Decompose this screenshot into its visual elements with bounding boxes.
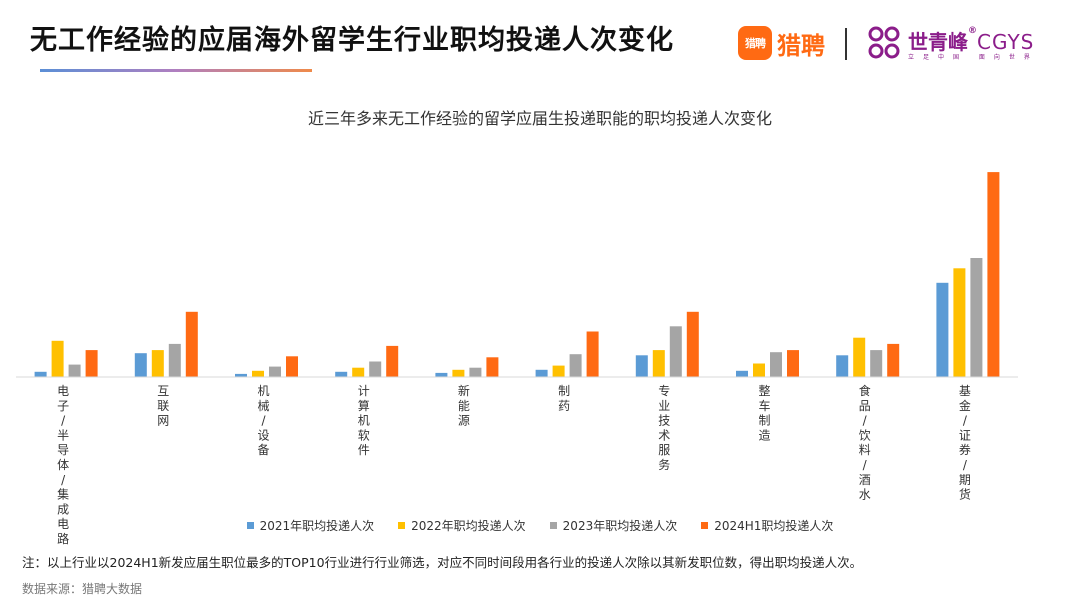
legend-swatch-2024h1 (701, 522, 709, 529)
bar-1-3 (185, 311, 198, 377)
x-tick-label-8: 食品/饮料/酒水 (859, 383, 871, 502)
title-underline (40, 69, 312, 72)
logo-divider (845, 28, 847, 60)
page-title: 无工作经验的应届海外留学生行业职均投递人次变化 (30, 25, 674, 56)
bar-0-1 (51, 340, 64, 377)
legend-item-2024h1: 2024H1职均投递人次 (701, 517, 833, 534)
bar-8-3 (887, 343, 900, 377)
bar-5-3 (586, 331, 599, 377)
bar-6-3 (686, 311, 699, 377)
legend-swatch-2023 (549, 522, 557, 529)
bar-3-0 (335, 371, 348, 377)
liepin-logo: 猎聘 猎聘 (738, 26, 825, 60)
bar-8-0 (836, 355, 849, 377)
x-tick-label-3: 计算机软件 (358, 384, 370, 457)
bar-2-0 (235, 373, 247, 377)
bar-2-3 (286, 356, 298, 377)
bar-4-1 (452, 369, 465, 377)
legend-label-2024h1: 2024H1职均投递人次 (714, 519, 834, 533)
bar-7-1 (753, 363, 765, 377)
footnote: 注：以上行业以2024H1新发应届生职位最多的TOP10行业进行行业筛选，对应不… (22, 555, 863, 570)
bar-9-2 (970, 258, 983, 377)
bar-5-2 (569, 354, 582, 377)
chart-title: 近三年多来无工作经验的留学应届生投递职能的职均投递人次变化 (307, 109, 772, 128)
bar-7-0 (736, 370, 748, 377)
bar-3-3 (386, 345, 399, 377)
x-tick-label-4: 新能源 (458, 383, 470, 428)
bar-7-3 (787, 350, 799, 377)
cgys-logo-tagline: 立足中国 面向世界 (908, 54, 1039, 61)
legend-item-2022: 2022年职均投递人次 (398, 517, 526, 534)
bar-0-2 (68, 364, 81, 377)
liepin-app-icon: 猎聘 (738, 26, 772, 60)
legend-label-2021: 2021年职均投递人次 (259, 519, 375, 533)
legend-item-2021: 2021年职均投递人次 (246, 517, 375, 534)
x-tick-label-2: 机械/设备 (257, 384, 269, 457)
bar-4-3 (486, 357, 499, 377)
x-tick-label-6: 专业技术服务 (658, 383, 670, 472)
bar-1-1 (151, 350, 164, 377)
bar-2-2 (269, 366, 281, 377)
cgys-logo-text: 世青峰®CGYS (908, 26, 1034, 55)
bar-4-0 (435, 372, 448, 377)
bar-8-2 (870, 350, 883, 377)
bar-8-1 (853, 337, 866, 377)
bar-3-1 (352, 367, 365, 377)
x-tick-label-7: 整车制造 (758, 383, 770, 442)
cgys-logo-reg: ® (968, 26, 977, 36)
bar-5-1 (552, 365, 565, 377)
legend-label-2022: 2022年职均投递人次 (411, 519, 526, 533)
legend-swatch-2022 (398, 522, 406, 529)
bar-6-1 (652, 350, 665, 377)
x-tick-label-5: 制药 (558, 384, 570, 413)
bar-1-2 (168, 343, 181, 377)
bar-0-0 (34, 371, 47, 377)
bar-7-2 (770, 352, 782, 377)
bar-9-0 (936, 282, 949, 377)
x-tick-label-0: 电子/半导体/集成电路 (57, 384, 69, 546)
data-source: 数据来源：猎聘大数据 (22, 582, 143, 596)
x-tick-label-1: 互联网 (157, 384, 169, 428)
bar-9-3 (987, 172, 1000, 377)
x-tick-label-9: 基金/证券/期货 (959, 384, 971, 502)
cgys-logo-mark-icon (868, 26, 900, 59)
legend-label-2023: 2023年职均投递人次 (562, 519, 678, 533)
bar-4-2 (469, 367, 482, 377)
bar-3-2 (369, 361, 382, 377)
cgys-logo-cn: 世青峰 (908, 30, 968, 54)
bar-9-1 (953, 268, 966, 377)
bar-5-0 (535, 369, 548, 377)
liepin-logo-text: 猎聘 (777, 31, 825, 60)
chart-legend: 2021年职均投递人次 2022年职均投递人次 2023年职均投递人次 2024… (0, 517, 1080, 534)
bar-6-2 (669, 326, 682, 377)
legend-item-2023: 2023年职均投递人次 (549, 517, 678, 534)
bar-1-0 (134, 353, 147, 377)
bar-2-1 (252, 370, 264, 377)
legend-swatch-2021 (246, 522, 254, 529)
bar-6-0 (635, 355, 648, 377)
bar-0-3 (85, 350, 98, 377)
cgys-logo-en: CGYS (977, 30, 1035, 54)
